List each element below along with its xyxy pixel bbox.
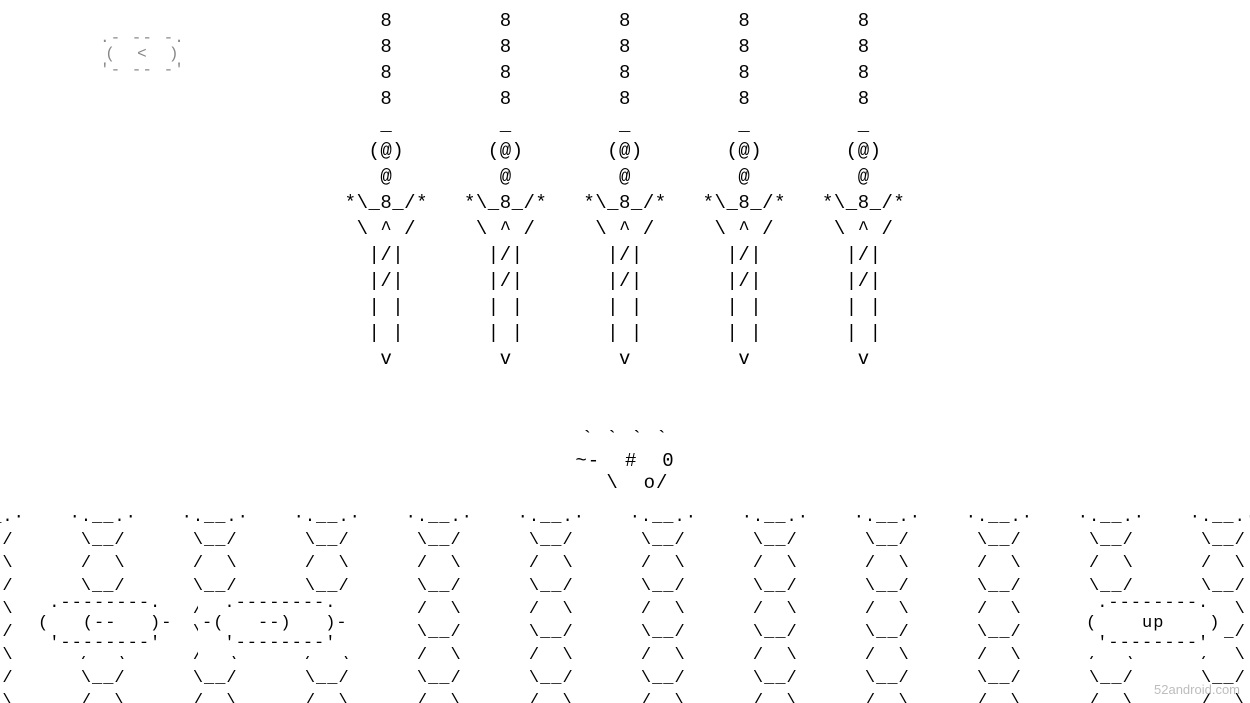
jump-up-button[interactable]: .--------. ( up ) '--------': [1082, 592, 1224, 656]
enemy-sprite: 8 8 8 8 _ (@) @ *\_8_/* \ ^ / |/| |/| | …: [464, 8, 547, 372]
move-left-button[interactable]: .--------. ( (-- )- '--------': [34, 592, 176, 656]
enemy-sprite: 8 8 8 8 _ (@) @ *\_8_/* \ ^ / |/| |/| | …: [345, 8, 428, 372]
enemy-sprite: 8 8 8 8 _ (@) @ *\_8_/* \ ^ / |/| |/| | …: [822, 8, 905, 372]
enemy-row: 8 8 8 8 _ (@) @ *\_8_/* \ ^ / |/| |/| | …: [0, 8, 1250, 372]
ground-hex-pattern: __.· ·.__.· ·.__.· ·.__.· ·.__.· ·.__.· …: [0, 506, 1250, 703]
player-sprite: ` ` ` ` ~- # 0 \ o/: [575, 428, 674, 494]
enemy-sprite: 8 8 8 8 _ (@) @ *\_8_/* \ ^ / |/| |/| | …: [583, 8, 666, 372]
move-right-button[interactable]: .--------. -( --) )- '--------': [198, 592, 352, 656]
enemy-sprite: 8 8 8 8 _ (@) @ *\_8_/* \ ^ / |/| |/| | …: [703, 8, 786, 372]
player-wrap: ` ` ` ` ~- # 0 \ o/: [0, 428, 1250, 494]
game-stage: .- -- -. ( < ) '- -- -' 8 8 8 8 _ (@) @ …: [0, 0, 1250, 703]
watermark-text: 52android.com: [1154, 682, 1240, 697]
